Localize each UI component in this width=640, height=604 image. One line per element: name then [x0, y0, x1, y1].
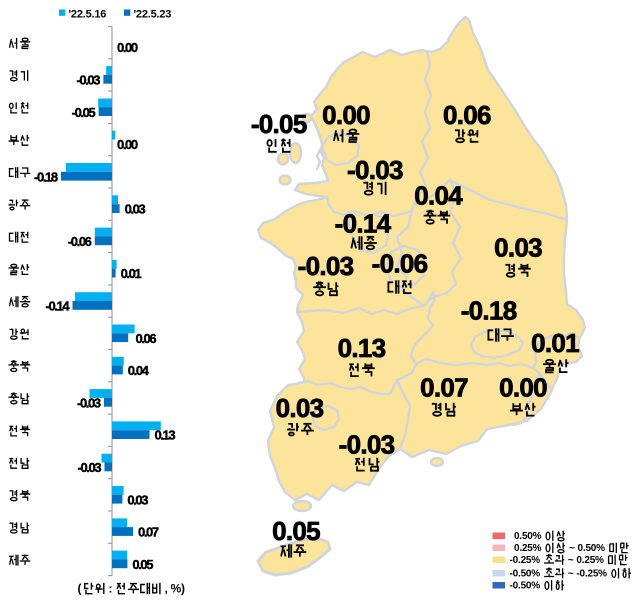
svg-text:-0.05: -0.05	[72, 105, 96, 120]
svg-text:'22.5.16: '22.5.16	[69, 9, 107, 21]
svg-text:-0.03: -0.03	[339, 429, 395, 459]
svg-text:, %): , %)	[165, 582, 185, 596]
svg-text:~: ~	[569, 543, 575, 554]
svg-text:0.07: 0.07	[138, 525, 159, 540]
svg-text:0.25%: 0.25%	[576, 555, 604, 566]
svg-text:0.50%: 0.50%	[578, 543, 606, 554]
svg-text:-0.03: -0.03	[78, 460, 102, 475]
svg-text:-0.25%: -0.25%	[510, 555, 541, 566]
svg-text:0.50%: 0.50%	[514, 531, 542, 542]
svg-text:0.03: 0.03	[127, 492, 148, 507]
svg-text:-0.18: -0.18	[34, 169, 58, 184]
svg-text:0.06: 0.06	[443, 100, 491, 130]
svg-text::: :	[109, 582, 113, 596]
svg-text:0.03: 0.03	[494, 232, 542, 262]
svg-text:-0.18: -0.18	[461, 295, 517, 325]
svg-text:-0.03: -0.03	[77, 395, 101, 410]
svg-text:0.04: 0.04	[128, 363, 150, 378]
svg-text:-0.05: -0.05	[251, 109, 307, 139]
svg-text:-0.50%: -0.50%	[510, 569, 541, 580]
svg-text:'22.5.23: '22.5.23	[134, 9, 172, 21]
svg-text:0.03: 0.03	[276, 393, 324, 423]
svg-text:-0.03: -0.03	[76, 72, 100, 87]
svg-text:0.03: 0.03	[125, 202, 146, 217]
svg-text:0.00: 0.00	[117, 137, 138, 152]
svg-text:0.00: 0.00	[117, 40, 138, 55]
svg-text:0.01: 0.01	[531, 328, 579, 358]
svg-text:-0.25%: -0.25%	[576, 569, 607, 580]
svg-text:0.06: 0.06	[136, 331, 157, 346]
svg-text:0.05: 0.05	[132, 557, 153, 572]
svg-text:0.00: 0.00	[322, 100, 370, 130]
svg-text:-0.14: -0.14	[335, 208, 392, 238]
svg-text:-0.06: -0.06	[372, 248, 428, 278]
svg-text:0.25%: 0.25%	[514, 543, 542, 554]
svg-text:0.01: 0.01	[121, 266, 142, 281]
svg-text:~: ~	[568, 569, 574, 580]
svg-text:-0.14: -0.14	[46, 299, 71, 314]
svg-text:(: (	[78, 582, 82, 596]
svg-text:0.04: 0.04	[414, 180, 463, 210]
svg-text:-0.06: -0.06	[68, 234, 92, 249]
svg-text:-0.50%: -0.50%	[510, 581, 541, 592]
svg-text:0.13: 0.13	[155, 428, 176, 443]
svg-text:-0.03: -0.03	[298, 251, 354, 281]
svg-text:0.07: 0.07	[420, 372, 468, 402]
svg-text:~: ~	[568, 555, 574, 566]
svg-text:0.00: 0.00	[499, 372, 547, 402]
svg-text:-0.03: -0.03	[347, 155, 403, 185]
svg-text:0.13: 0.13	[338, 333, 386, 363]
svg-text:0.05: 0.05	[272, 516, 320, 546]
